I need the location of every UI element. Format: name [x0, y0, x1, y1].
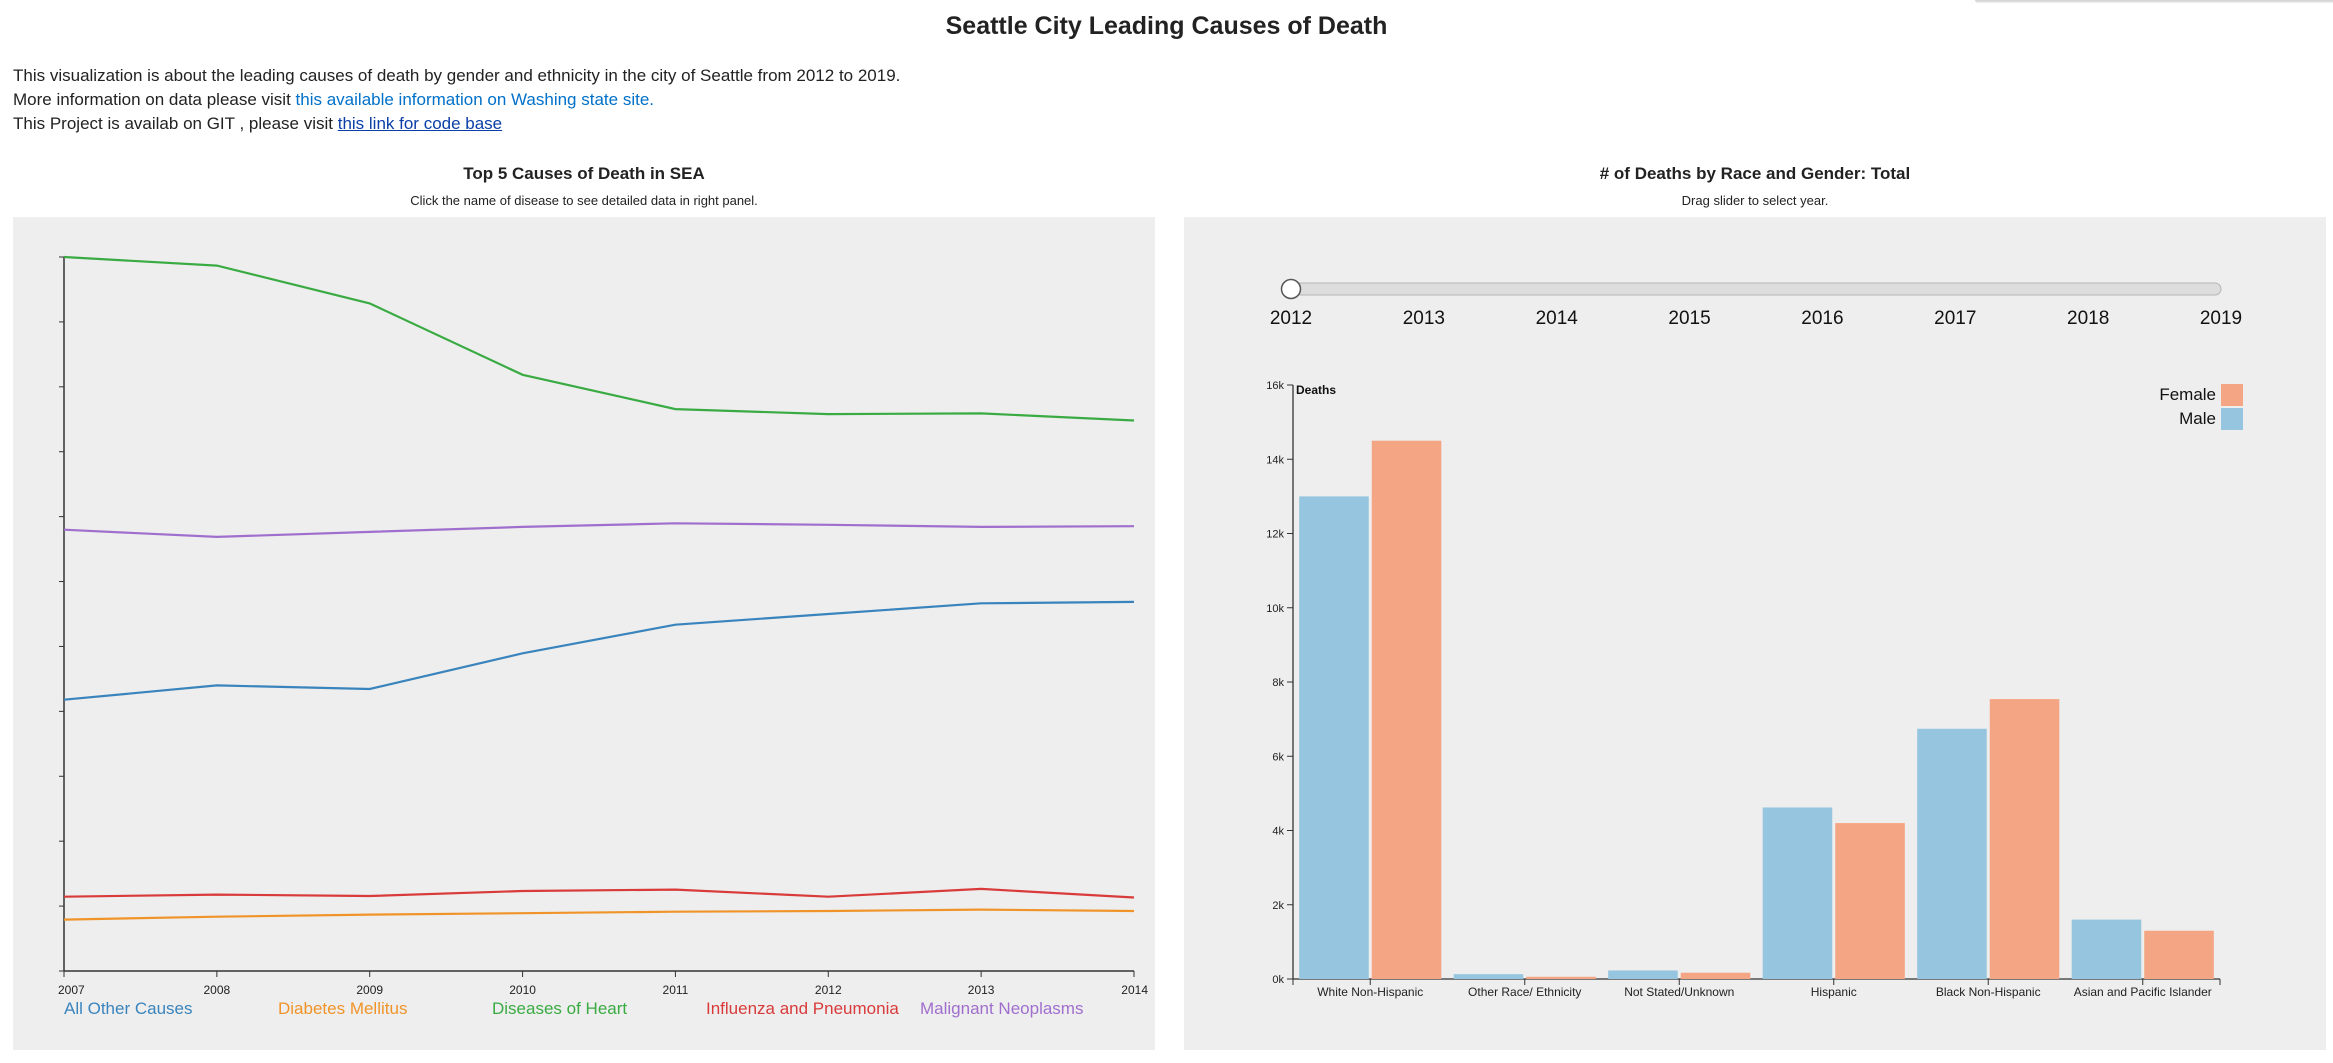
line-chart-series [63, 255, 1135, 921]
series-line-1 [63, 908, 1135, 921]
slider-year-label[interactable]: 2016 [1801, 308, 1843, 329]
y-tick-label: 2k [1272, 900, 1284, 912]
y-tick-label: 14k [1266, 454, 1284, 466]
top-right-overlay [1975, 0, 2333, 3]
x-tick-label: 2010 [509, 983, 536, 997]
bar-female-3 [1835, 823, 1905, 979]
bar-chart-x-axis: White Non-Hispanic Other Race/ Ethnicity N… [1292, 978, 2221, 999]
bar-chart-panel: 2012 2013 2014 2015 2016 2017 2018 2019 0k 2k 4k 6… [1184, 217, 2326, 1050]
legend-swatch-female [2221, 384, 2243, 406]
legend-item-3[interactable]: Influenza and Pneumonia [706, 999, 899, 1018]
legend-item-1[interactable]: Diabetes Mellitus [278, 999, 407, 1018]
legend-item-4[interactable]: Malignant Neoplasms [920, 999, 1083, 1018]
slider-year-label[interactable]: 2015 [1668, 308, 1710, 329]
legend-item-2[interactable]: Diseases of Heart [492, 999, 627, 1018]
line-chart-legend[interactable]: All Other Causes Diabetes Mellitus Disease… [64, 999, 1083, 1018]
intro-line-3: This Project is availab on GIT , please … [13, 112, 900, 136]
line-chart-panel: 2007 2008 2009 2010 2011 2012 2013 2014 All Oth… [13, 217, 1155, 1050]
x-tick-label: Black Non-Hispanic [1936, 985, 2041, 999]
x-tick-label: 2011 [663, 983, 689, 997]
left-panel-subtitle: Click the name of disease to see detaile… [410, 193, 758, 208]
page-title: Seattle City Leading Causes of Death [945, 12, 1388, 40]
left-panel-header: Top 5 Causes of Death in SEA Click the n… [13, 164, 1155, 208]
x-tick-label: Not Stated/Unknown [1624, 985, 1734, 999]
line-chart: 2007 2008 2009 2010 2011 2012 2013 2014 All Oth… [58, 255, 1148, 1018]
bar-male-0 [1299, 496, 1369, 979]
left-panel-title: Top 5 Causes of Death in SEA [463, 164, 705, 183]
y-tick-label: 0k [1272, 974, 1284, 986]
slider-handle[interactable] [1280, 278, 1302, 300]
bar-female-0 [1371, 440, 1442, 979]
intro-line-2: More information on data please visit th… [13, 88, 900, 112]
bar-male-2 [1608, 970, 1678, 979]
intro-line-1: This visualization is about the leading … [13, 66, 901, 85]
series-line-3 [63, 887, 1135, 899]
x-tick-label: 2012 [815, 983, 842, 997]
code-base-link[interactable]: this link for code base [337, 114, 503, 133]
right-panel-header: # of Deaths by Race and Gender: Total Dr… [1184, 164, 2326, 208]
x-tick-label: Asian and Pacific Islander [2074, 985, 2212, 999]
y-axis-title: Deaths [1296, 383, 1336, 397]
line-chart-x-axis: 2007 2008 2009 2010 2011 2012 2013 2014 [58, 970, 1148, 997]
intro-text: This visualization is about the leading … [13, 64, 900, 136]
bar-male-3 [1762, 807, 1833, 979]
y-tick-label: 12k [1266, 529, 1284, 541]
bar-male-1 [1453, 974, 1524, 979]
y-tick-label: 16k [1266, 380, 1284, 392]
x-tick-label: 2014 [1121, 983, 1148, 997]
legend-label-male: Male [2179, 409, 2216, 428]
bar-male-5 [2071, 919, 2142, 979]
x-tick-label: 2008 [204, 983, 231, 997]
y-tick-label: 8k [1272, 677, 1284, 689]
x-tick-label: 2013 [968, 983, 995, 997]
x-tick-label: White Non-Hispanic [1317, 985, 1423, 999]
series-line-2 [63, 255, 1135, 422]
bar-chart-legend: Female Male [2159, 384, 2243, 430]
slider-year-label[interactable]: 2013 [1403, 308, 1445, 329]
series-line-4 [63, 522, 1135, 539]
slider-year-label[interactable]: 2018 [2067, 308, 2109, 329]
series-line-0 [63, 600, 1135, 701]
y-tick-label: 4k [1272, 826, 1284, 838]
slider-year-label[interactable]: 2012 [1270, 308, 1312, 329]
slider-track[interactable] [1290, 282, 2222, 296]
intro-line-2-text: More information on data please visit [13, 90, 296, 109]
legend-swatch-male [2221, 408, 2243, 430]
bar-female-5 [2144, 930, 2214, 979]
legend-item-0[interactable]: All Other Causes [64, 999, 193, 1018]
x-tick-label: 2007 [58, 983, 85, 997]
slider-year-label[interactable]: 2017 [1934, 308, 1976, 329]
legend-label-female: Female [2159, 385, 2216, 404]
bar-chart: 2012 2013 2014 2015 2016 2017 2018 2019 0k 2k 4k 6… [1266, 278, 2243, 999]
y-tick-label: 6k [1272, 751, 1284, 763]
right-panel-subtitle: Drag slider to select year. [1681, 193, 1829, 208]
right-panel-title: # of Deaths by Race and Gender: Total [1599, 164, 1911, 183]
year-slider[interactable]: 2012 2013 2014 2015 2016 2017 2018 2019 [1270, 278, 2242, 330]
y-tick-label: 10k [1266, 603, 1284, 615]
bar-female-2 [1680, 972, 1751, 979]
intro-line-3-text: This Project is availab on GIT , please … [13, 114, 338, 133]
line-chart-y-axis [59, 256, 65, 972]
bar-female-1 [1526, 976, 1596, 979]
x-tick-label: 2009 [356, 983, 383, 997]
slider-year-label[interactable]: 2019 [2200, 308, 2242, 329]
bar-chart-bars [1299, 440, 2214, 979]
bar-chart-y-axis: 0k 2k 4k 6k 8k 10k 12k 14k 16k Deaths [1266, 380, 1336, 986]
x-tick-label: Hispanic [1811, 985, 1857, 999]
bar-female-4 [1989, 699, 2060, 979]
slider-year-label[interactable]: 2014 [1536, 308, 1579, 329]
data-source-link[interactable]: this available information on Washing st… [295, 90, 654, 109]
x-tick-label: Other Race/ Ethnicity [1468, 985, 1581, 999]
bar-male-4 [1917, 728, 1987, 979]
